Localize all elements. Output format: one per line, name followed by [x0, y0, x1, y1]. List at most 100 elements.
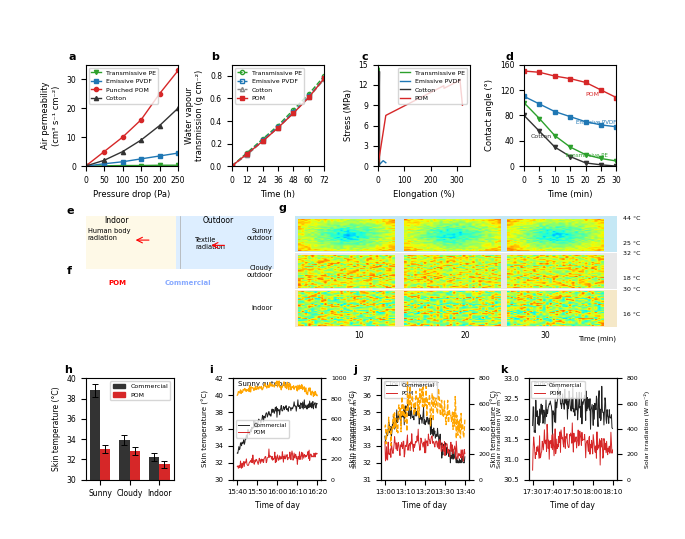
Transmissive PE: [320, 73, 328, 79]
Line: POM: POM: [533, 423, 612, 470]
POM: [555, 433, 563, 439]
Y-axis label: Skin temperature (°C): Skin temperature (°C): [51, 386, 60, 471]
POM: [608, 447, 616, 453]
Text: 18 °C: 18 °C: [623, 276, 640, 281]
Text: 20: 20: [460, 331, 470, 340]
Text: POM: POM: [586, 92, 599, 98]
Text: Cotton: Cotton: [530, 134, 551, 139]
Text: Indoor: Indoor: [105, 216, 129, 225]
Text: c: c: [361, 52, 368, 61]
Text: h: h: [64, 365, 71, 375]
Legend: Commercial, POM: Commercial, POM: [236, 420, 289, 438]
Commercial: [436, 441, 445, 448]
Commercial: [275, 412, 284, 418]
Y-axis label: Air permeability
(cm³ s⁻¹ cm⁻²): Air permeability (cm³ s⁻¹ cm⁻²): [41, 81, 60, 149]
FancyBboxPatch shape: [295, 253, 616, 289]
Text: Time (min): Time (min): [579, 335, 616, 342]
Text: Sunny outdoor: Sunny outdoor: [238, 382, 289, 388]
Y-axis label: Skin temperature (°C): Skin temperature (°C): [349, 390, 357, 467]
Legend: Transmissive PE, Emissive PVDF, Punched POM, Cotton: Transmissive PE, Emissive PVDF, Punched …: [89, 68, 158, 103]
Legend: Commercial, POM: Commercial, POM: [532, 381, 584, 398]
Emissive PVDF: [305, 93, 313, 100]
Legend: Transmissive PE, Emissive PVDF, Cotton, POM: Transmissive PE, Emissive PVDF, Cotton, …: [235, 68, 304, 103]
Transmissive PE: [289, 107, 297, 113]
Bar: [90, 390, 100, 539]
Transmissive PE: [227, 163, 236, 169]
Emissive PVDF: [274, 123, 282, 130]
Commercial: [300, 397, 308, 403]
Legend: Commercial, POM: Commercial, POM: [110, 382, 171, 400]
FancyBboxPatch shape: [176, 217, 275, 269]
Bar: [101, 287, 256, 319]
Text: Cloudy outdoor: Cloudy outdoor: [386, 382, 439, 388]
Commercial: [446, 460, 454, 466]
Bar: [119, 440, 129, 539]
Commercial: [560, 386, 569, 392]
Emissive PVDF: [289, 109, 297, 115]
Cotton: [289, 110, 297, 116]
POM: [233, 463, 241, 469]
POM: [447, 448, 456, 454]
Line: Punched POM: Punched POM: [84, 68, 180, 168]
Bar: [100, 450, 110, 539]
Commercial: [584, 396, 593, 403]
POM: [423, 438, 432, 444]
Y-axis label: Solar irradiation (W m⁻²): Solar irradiation (W m⁻²): [352, 390, 358, 468]
Y-axis label: Water vapour
transmission (g cm⁻²): Water vapour transmission (g cm⁻²): [185, 70, 204, 161]
X-axis label: Time (h): Time (h): [260, 190, 295, 199]
Text: e: e: [66, 206, 74, 216]
Cotton: [320, 76, 328, 82]
Cotton: [258, 138, 266, 144]
POM: [381, 438, 389, 445]
Commercial: [598, 383, 606, 390]
POM: [568, 420, 576, 426]
Text: i: i: [209, 365, 212, 375]
Transmissive PE: [100, 163, 108, 169]
X-axis label: Time of day: Time of day: [403, 501, 447, 510]
POM: [529, 467, 537, 473]
Emissive PVDF: [320, 75, 328, 81]
Line: Emissive PVDF: Emissive PVDF: [229, 76, 326, 168]
POM: [243, 150, 251, 157]
POM: [571, 438, 579, 445]
Cotton: [155, 122, 164, 129]
POM: [260, 455, 269, 462]
Text: Outdoor: Outdoor: [203, 216, 234, 225]
Cotton: [119, 148, 127, 155]
Text: Cloudy
outdoor: Cloudy outdoor: [247, 265, 273, 278]
Text: f: f: [66, 266, 72, 277]
Commercial: [556, 392, 564, 398]
Transmissive PE: [305, 91, 313, 97]
POM: [238, 465, 246, 472]
Legend: Transmissive PE, Emissive PVDF, Cotton, POM: Transmissive PE, Emissive PVDF, Cotton, …: [398, 68, 467, 103]
Text: b: b: [212, 52, 219, 61]
Text: Protective clothing: Protective clothing: [110, 320, 175, 326]
Commercial: [381, 433, 389, 439]
POM: [584, 448, 593, 454]
Cotton: [243, 151, 251, 158]
Text: 10: 10: [354, 331, 364, 340]
Line: Commercial: Commercial: [385, 401, 465, 463]
Commercial: [529, 423, 537, 429]
POM: [300, 451, 308, 458]
POM: [459, 458, 467, 465]
Commercial: [427, 431, 435, 438]
Punched POM: [155, 91, 164, 97]
Legend: Commercial, POM: Commercial, POM: [384, 381, 437, 398]
POM: [595, 440, 603, 447]
POM: [320, 75, 328, 81]
Text: k: k: [501, 365, 508, 375]
Punched POM: [82, 163, 90, 169]
Text: 44 °C: 44 °C: [623, 216, 640, 221]
Transmissive PE: [274, 122, 282, 129]
FancyBboxPatch shape: [295, 290, 616, 327]
Cotton: [82, 163, 90, 169]
Emissive PVDF: [174, 150, 182, 156]
Transmissive PE: [174, 162, 182, 169]
Text: 32 °C: 32 °C: [623, 252, 640, 257]
POM: [290, 454, 298, 461]
X-axis label: Elongation (%): Elongation (%): [393, 190, 455, 199]
Punched POM: [100, 148, 108, 155]
Cotton: [137, 137, 145, 143]
Commercial: [404, 398, 412, 404]
